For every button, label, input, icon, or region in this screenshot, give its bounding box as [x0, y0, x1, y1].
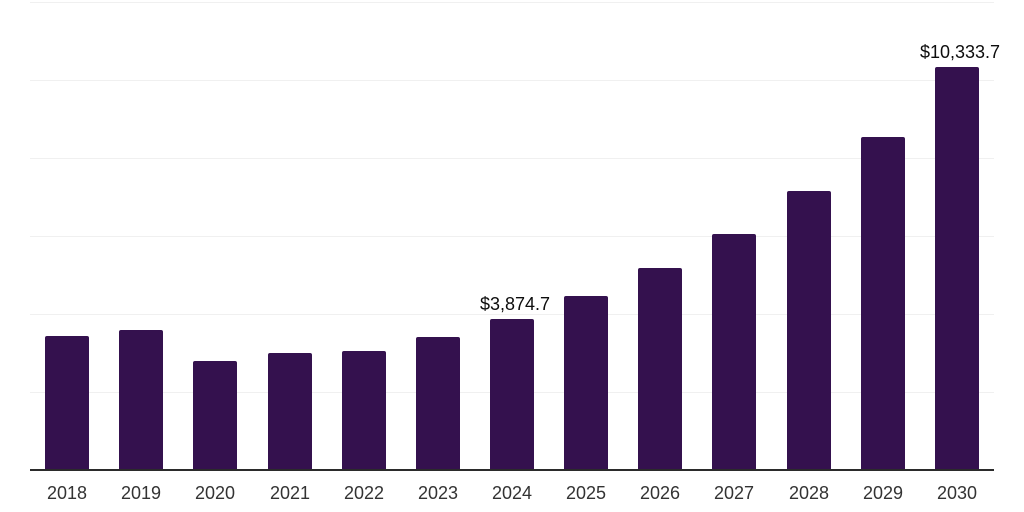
bar-2026 [638, 268, 682, 470]
bar-2025 [564, 296, 608, 470]
gridline [30, 158, 994, 159]
x-tick-label-2023: 2023 [417, 483, 459, 503]
x-tick-label-2030: 2030 [936, 483, 978, 503]
bar-2023 [416, 337, 460, 470]
x-tick-label-2019: 2019 [120, 483, 162, 503]
bar-2030 [935, 67, 979, 470]
x-tick-label-2026: 2026 [639, 483, 681, 503]
bar-2024 [490, 319, 534, 470]
data-label-2030: $10,333.7 [919, 42, 1001, 62]
data-label-2024: $3,874.7 [479, 294, 551, 314]
bar-2021 [268, 353, 312, 470]
bar-2020 [193, 361, 237, 470]
x-tick-label-2021: 2021 [269, 483, 311, 503]
bar-2019 [119, 330, 163, 470]
bar-2018 [45, 336, 89, 470]
x-tick-label-2029: 2029 [862, 483, 904, 503]
x-tick-label-2018: 2018 [46, 483, 88, 503]
x-tick-label-2020: 2020 [194, 483, 236, 503]
x-tick-label-2028: 2028 [788, 483, 830, 503]
bar-2028 [787, 191, 831, 470]
x-tick-label-2022: 2022 [343, 483, 385, 503]
x-axis-line [30, 469, 994, 471]
gridline [30, 80, 994, 81]
bar-2027 [712, 234, 756, 470]
x-tick-label-2025: 2025 [565, 483, 607, 503]
gridline [30, 314, 994, 315]
x-tick-label-2024: 2024 [491, 483, 533, 503]
bar-2022 [342, 351, 386, 470]
gridline [30, 236, 994, 237]
gridline [30, 2, 994, 3]
bar-2029 [861, 137, 905, 470]
x-tick-label-2027: 2027 [713, 483, 755, 503]
